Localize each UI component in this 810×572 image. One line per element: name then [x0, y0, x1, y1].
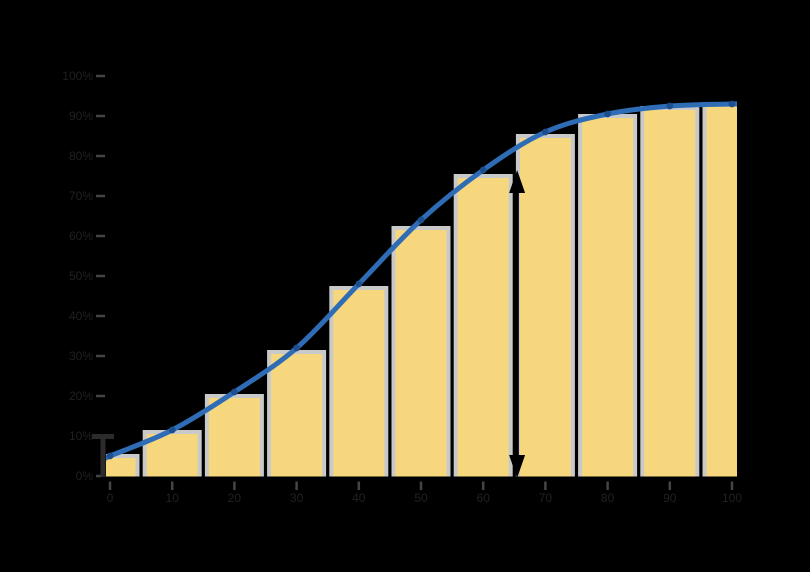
y-tick-label: 90% [69, 109, 93, 123]
data-point-marker [666, 102, 674, 110]
cumulative-bar [578, 114, 638, 480]
data-point-marker [728, 100, 736, 108]
bars-group [106, 102, 737, 480]
y-tick-label: 80% [69, 149, 93, 163]
cumulative-bar [267, 350, 327, 480]
data-point-marker [355, 280, 363, 288]
range-arrow-head-up [509, 170, 526, 193]
x-tick-label: 20 [228, 491, 242, 505]
interval-marker-cap [92, 434, 114, 439]
range-arrow-head-down [509, 455, 526, 478]
y-tick-label: 70% [69, 189, 93, 203]
data-point-marker [168, 426, 176, 434]
x-tick-label: 90 [663, 491, 677, 505]
data-point-marker [417, 216, 425, 224]
x-tick-label: 70 [539, 491, 553, 505]
cumulative-bar [453, 174, 513, 480]
x-tick-label: 30 [290, 491, 304, 505]
cumulative-bar [329, 286, 389, 480]
cumulative-bar [640, 106, 700, 480]
y-tick-label: 60% [69, 229, 93, 243]
cumulative-bar [702, 102, 737, 480]
y-tick-label: 50% [69, 269, 93, 283]
x-tick-label: 0 [107, 491, 114, 505]
data-point-marker [231, 388, 238, 396]
y-tick-label: 20% [69, 389, 93, 403]
x-tick-label: 40 [352, 491, 366, 505]
x-tick-label: 100 [722, 491, 742, 505]
x-tick-label: 50 [414, 491, 428, 505]
data-point-marker [542, 128, 549, 136]
cumulative-bar [142, 430, 202, 480]
curve-group [106, 100, 737, 461]
cumulative-bar [391, 226, 451, 480]
data-point-marker [479, 166, 487, 174]
y-tick-label: 30% [69, 349, 93, 363]
x-tick-label: 10 [166, 491, 180, 505]
cumulative-bar [204, 394, 264, 480]
data-point-marker [604, 110, 611, 118]
data-point-marker [293, 344, 300, 352]
y-tick-label: 100% [62, 69, 93, 83]
x-tick-label: 60 [477, 491, 491, 505]
data-point-marker [106, 452, 114, 460]
y-tick-label: 40% [69, 309, 93, 323]
y-tick-label: 0% [76, 469, 94, 483]
y-tick-label: 10% [69, 429, 93, 443]
cumulative-bar [515, 134, 575, 480]
x-tick-label: 80 [601, 491, 615, 505]
